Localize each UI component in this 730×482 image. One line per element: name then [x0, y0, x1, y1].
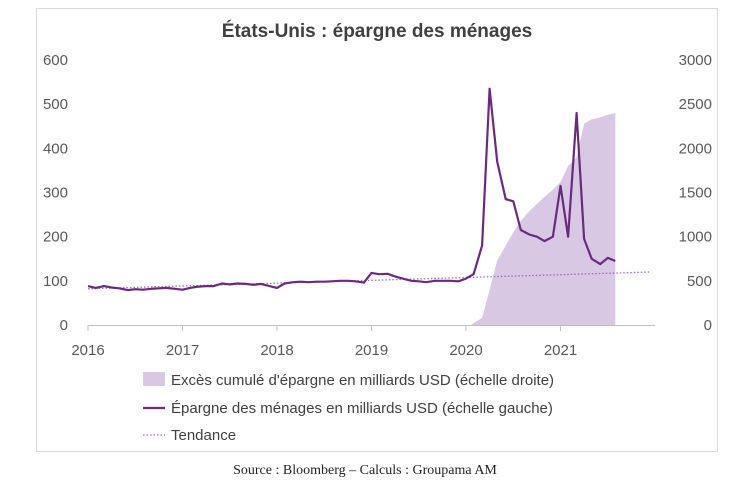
series-trend-line	[87, 271, 651, 290]
chart-title: États-Unis : épargne des ménages	[222, 20, 532, 42]
y-left-tick-label: 500	[43, 96, 68, 113]
y-left-tick-label: 600	[43, 52, 68, 69]
series-area-excess-savings	[461, 113, 616, 325]
axes: 2016 2017 2018 2019 2020 2021 0 100 200 300 400 500…	[43, 52, 712, 359]
x-tick-label: 2021	[544, 342, 577, 359]
y-left-tick-label: 100	[43, 273, 68, 290]
legend-swatch-area	[143, 372, 165, 386]
x-tick-label: 2017	[166, 342, 199, 359]
plot-area	[87, 87, 651, 325]
y-right-tick-label: 1500	[679, 185, 712, 202]
y-left-tick-label: 200	[43, 229, 68, 246]
x-tick-label: 2018	[260, 342, 293, 359]
y-left-tick-label: 400	[43, 140, 68, 157]
y-right-tick-label: 3000	[679, 52, 712, 69]
chart: États-Unis : épargne des ménages 2016 201…	[43, 20, 712, 444]
y-right-tick-label: 1000	[679, 229, 712, 246]
y-right-tick-label: 0	[704, 317, 712, 334]
legend-label-area: Excès cumulé d'épargne en milliards USD …	[171, 372, 554, 389]
y-left-tick-label: 0	[60, 317, 68, 334]
legend-label-line: Épargne des ménages en milliards USD (éc…	[171, 400, 553, 417]
source-note: Source : Bloomberg – Calculs : Groupama …	[233, 463, 497, 478]
y-left-tick-label: 300	[43, 185, 68, 202]
y-right-tick-label: 2500	[679, 96, 712, 113]
legend-label-trend: Tendance	[171, 427, 236, 444]
x-tick-label: 2016	[71, 342, 104, 359]
series-line-household-savings	[87, 87, 616, 292]
y-right-tick-label: 2000	[679, 140, 712, 157]
legend: Excès cumulé d'épargne en milliards USD …	[143, 372, 554, 444]
x-tick-label: 2019	[355, 342, 388, 359]
y-right-tick-label: 500	[687, 273, 712, 290]
x-tick-label: 2020	[449, 342, 482, 359]
